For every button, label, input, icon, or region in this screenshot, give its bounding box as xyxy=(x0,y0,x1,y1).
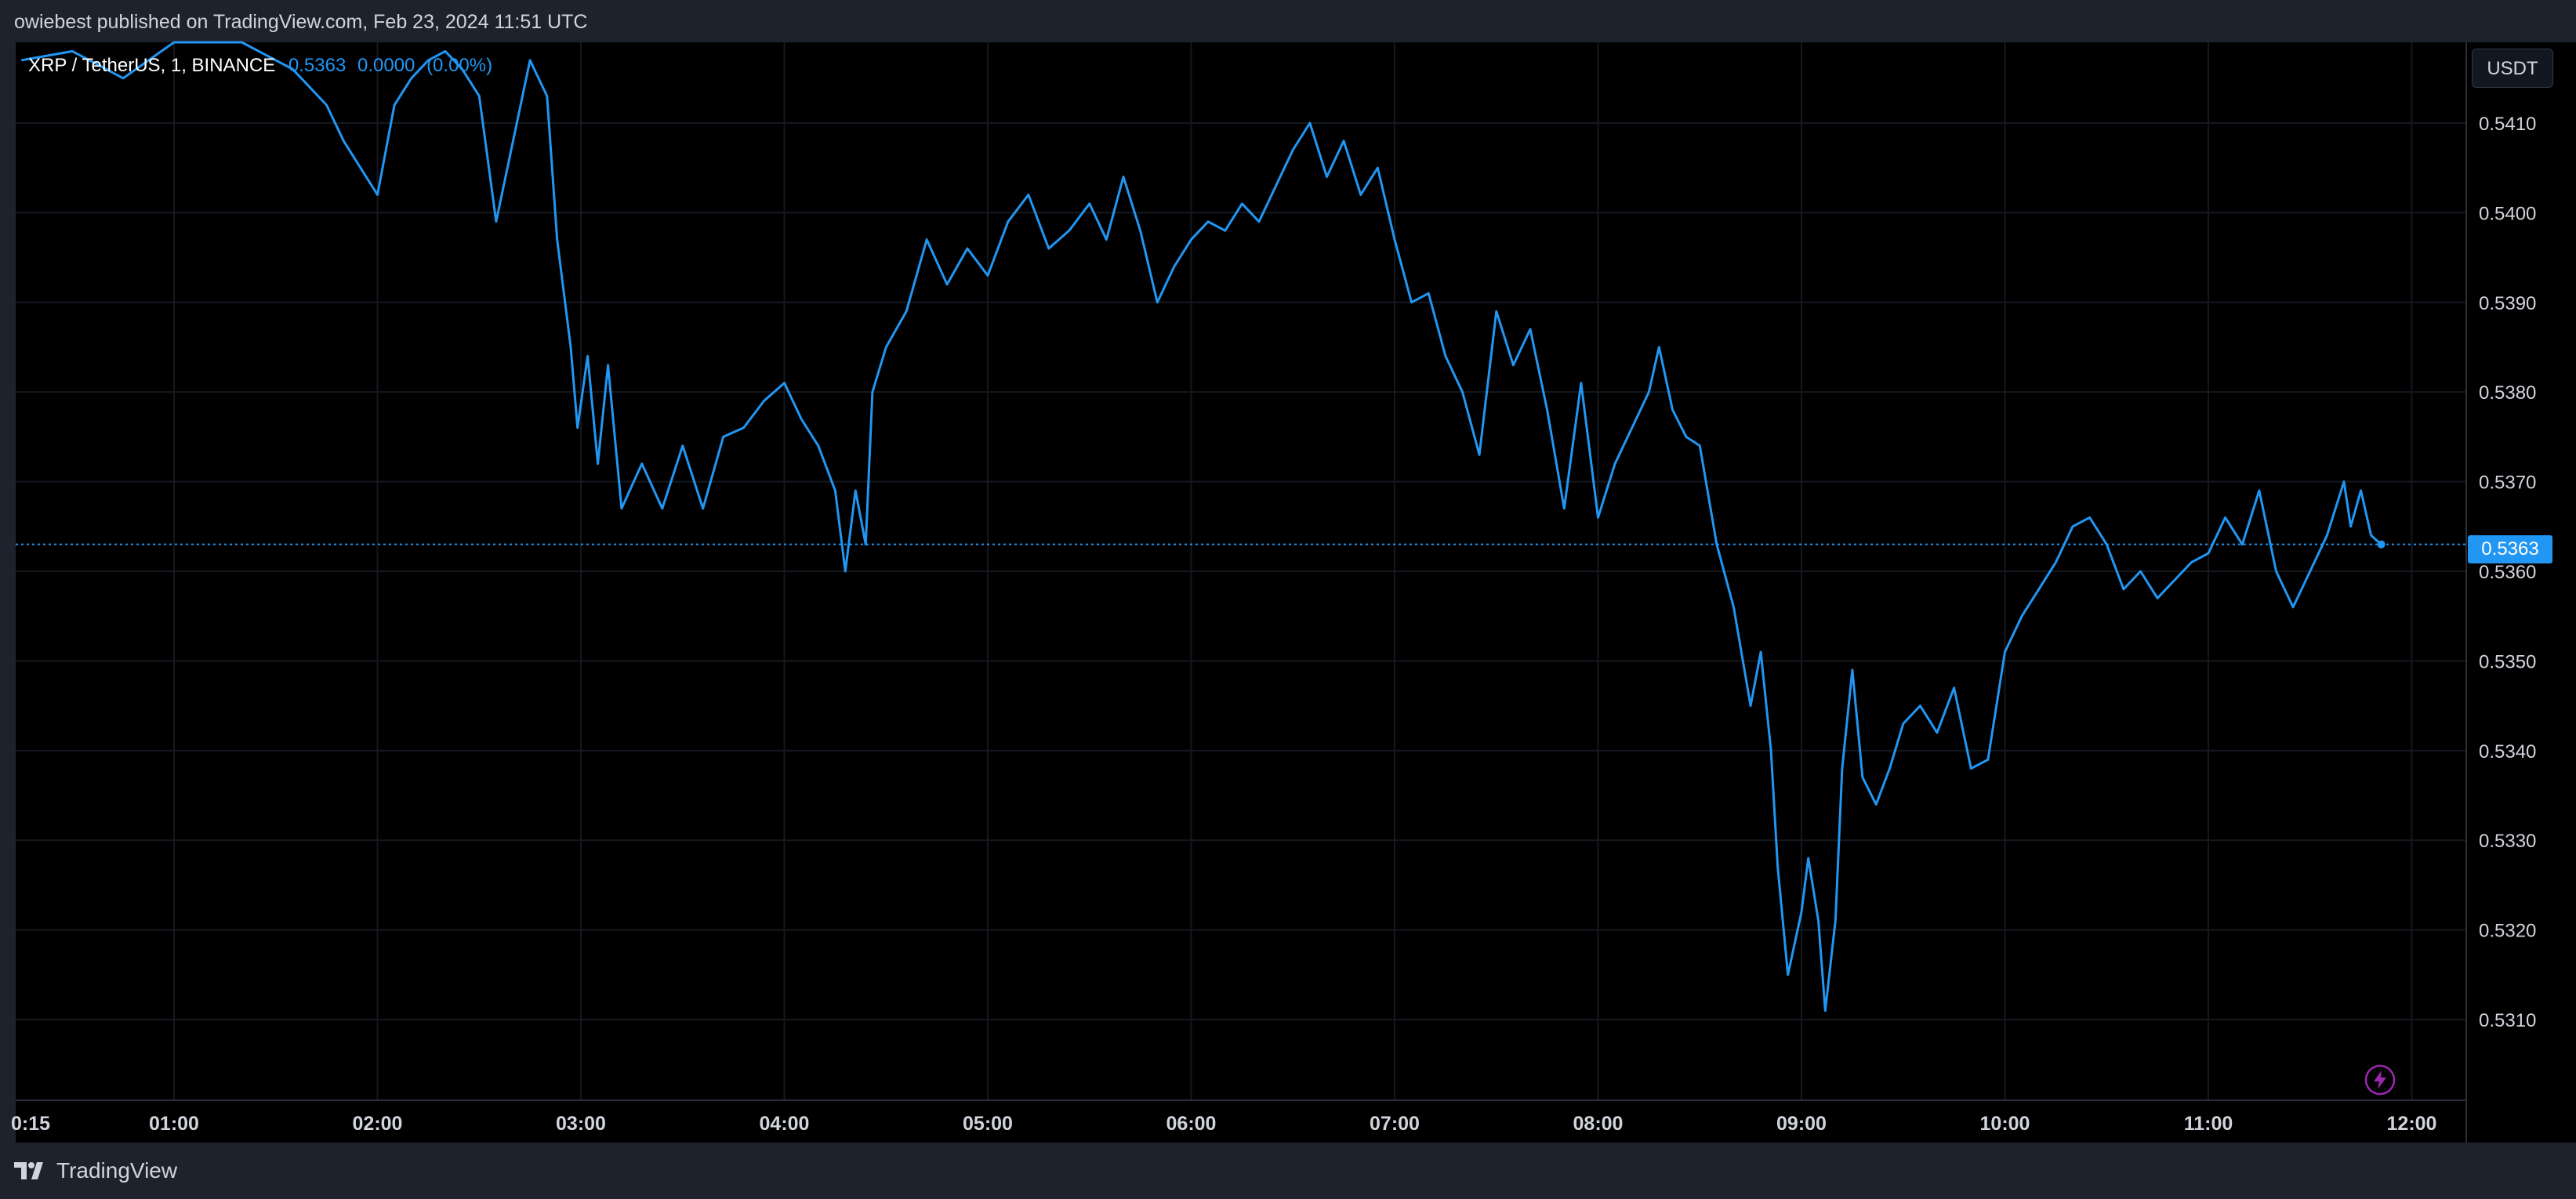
x-tick-label: 0:15 xyxy=(11,1113,50,1135)
x-tick-label: 10:00 xyxy=(1980,1113,2030,1135)
x-tick-label: 04:00 xyxy=(760,1113,810,1135)
symbol-name: XRP / TetherUS, 1, BINANCE xyxy=(28,55,276,76)
y-tick-label: 0.5310 xyxy=(2479,1010,2536,1031)
grid-lines xyxy=(16,42,2466,1100)
brand-text: TradingView xyxy=(56,1158,178,1183)
publish-info: owiebest published on TradingView.com, F… xyxy=(14,11,588,33)
y-tick-label: 0.5390 xyxy=(2479,293,2536,314)
tradingview-brand[interactable]: TradingView xyxy=(14,1158,178,1183)
y-tick-label: 0.5360 xyxy=(2479,562,2536,583)
y-tick-label: 0.5380 xyxy=(2479,382,2536,404)
y-tick-label: 0.5410 xyxy=(2479,114,2536,135)
currency-button[interactable]: USDT xyxy=(2472,49,2553,88)
symbol-legend[interactable]: XRP / TetherUS, 1, BINANCE 0.5363 0.0000… xyxy=(28,55,499,77)
tradingview-logo-icon xyxy=(14,1162,43,1179)
y-tick-label: 0.5320 xyxy=(2479,921,2536,942)
x-tick-label: 03:00 xyxy=(556,1113,606,1135)
last-price-point xyxy=(2377,540,2386,549)
y-tick-label: 0.5370 xyxy=(2479,473,2536,494)
x-tick-label: 12:00 xyxy=(2387,1113,2437,1135)
time-axis-ticks: 0:15 01:00 02:00 03:00 04:00 05:00 06:00 07:00 0… xyxy=(11,1113,2436,1135)
last-price-label: 0.5363 xyxy=(2468,535,2552,563)
last-value: 0.5363 xyxy=(288,55,346,76)
x-tick-label: 11:00 xyxy=(2184,1113,2233,1135)
x-tick-label: 05:00 xyxy=(963,1113,1013,1135)
x-tick-label: 07:00 xyxy=(1370,1113,1420,1135)
symbol-values: 0.5363 0.0000 (0.00%) xyxy=(288,55,499,76)
y-tick-label: 0.5330 xyxy=(2479,831,2536,852)
x-tick-label: 01:00 xyxy=(149,1113,199,1135)
x-tick-label: 09:00 xyxy=(1776,1113,1827,1135)
x-tick-label: 02:00 xyxy=(353,1113,403,1135)
top-header: owiebest published on TradingView.com, F… xyxy=(0,0,2576,42)
x-tick-label: 08:00 xyxy=(1573,1113,1624,1135)
x-tick-label: 06:00 xyxy=(1166,1113,1217,1135)
price-series-line xyxy=(21,41,2382,1012)
change-value: 0.0000 xyxy=(357,55,415,76)
bottom-bar xyxy=(0,1143,2576,1199)
chart-background xyxy=(16,42,2576,1143)
y-tick-label: 0.5350 xyxy=(2479,651,2536,672)
y-tick-label: 0.5400 xyxy=(2479,203,2536,224)
price-axis-ticks: 0.5410 0.5400 0.5390 0.5380 0.5370 0.5360 0.53… xyxy=(2479,114,2536,1031)
lightning-icon[interactable] xyxy=(2364,1064,2396,1096)
y-tick-label: 0.5340 xyxy=(2479,741,2536,763)
change-percent: (0.00%) xyxy=(426,55,493,76)
price-chart[interactable]: 0.54100.54000.53900.53800.53700.53600.53… xyxy=(0,0,2576,1143)
price-axis-panel xyxy=(2466,42,2576,1143)
